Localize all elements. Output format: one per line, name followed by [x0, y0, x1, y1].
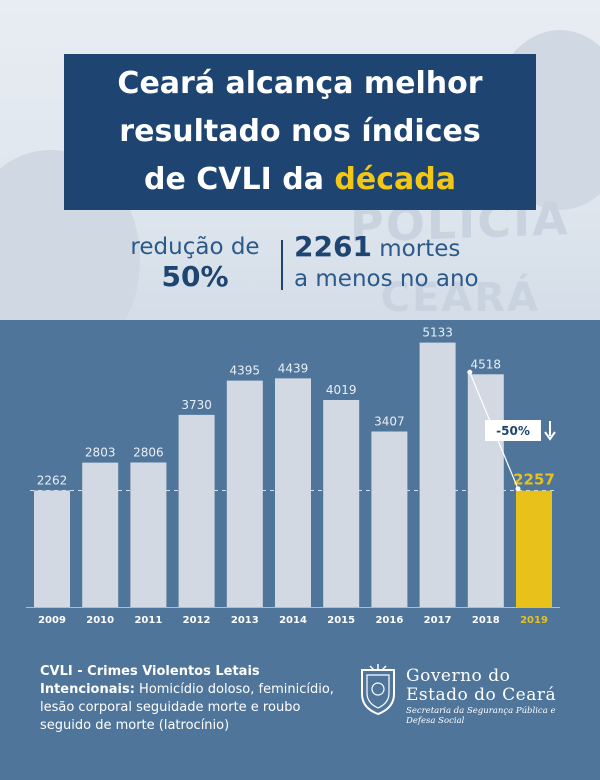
bar-2012: [178, 414, 215, 607]
bar-2011: [130, 462, 167, 607]
bar-value-label: 4518: [471, 357, 502, 371]
x-tick-label: 2016: [375, 615, 403, 626]
bar-value-label: 3407: [374, 415, 405, 429]
x-tick-label: 2010: [86, 615, 114, 626]
down-arrow-head-icon: [544, 431, 556, 441]
x-tick-label: 2018: [472, 615, 500, 626]
background-word-ceara: CEARÁ: [380, 275, 540, 320]
definition-body: Homicídio doloso, feminicídio, lesão cor…: [40, 682, 334, 733]
government-logo: Governo do Estado do Ceará Secretaria da…: [358, 664, 578, 726]
bar-2018: [467, 374, 504, 607]
title-line-3: de CVLI da década: [64, 158, 536, 202]
bar-2013: [226, 380, 263, 607]
bar-2017: [419, 342, 456, 607]
definition-title: CVLI - Crimes Violentos Letais Intencion…: [40, 664, 260, 697]
bar-2019: [516, 490, 552, 607]
x-tick-label: 2015: [327, 615, 355, 626]
reduction-label: redução de: [130, 234, 260, 260]
gov-line-1: Governo do: [406, 666, 511, 686]
x-tick-label: 2009: [38, 615, 66, 626]
title-accent-word: década: [334, 162, 456, 197]
bar-2009: [34, 490, 70, 607]
drop-start-dot: [467, 369, 473, 375]
annotation-label: -50%: [496, 424, 530, 438]
x-tick-label: 2017: [424, 615, 452, 626]
x-tick-label: 2012: [183, 615, 211, 626]
reduction-stat: redução de 50%: [110, 232, 280, 292]
bar-value-label: 4439: [278, 361, 309, 375]
drop-end-dot: [515, 486, 521, 492]
bar-2014: [275, 378, 311, 607]
bar-value-label: 4019: [326, 383, 357, 397]
deaths-value: 2261: [294, 230, 372, 263]
state-crest-icon: [361, 664, 395, 716]
header-background: POLÍCIA CEARÁ Ceará alcança melhor resul…: [0, 0, 600, 320]
deaths-stat: 2261 mortes a menos no ano: [294, 232, 514, 294]
title-line-1: Ceará alcança melhor: [117, 66, 483, 101]
x-tick-label: 2013: [231, 615, 259, 626]
bar-2015: [323, 399, 360, 607]
annotation-box: [485, 420, 541, 441]
gov-line-2: Estado do Ceará: [406, 685, 557, 705]
cvli-bar-chart: 2262 2009 2803 2010 2806 2011 3730 2012 4395 2013…: [0, 320, 600, 650]
chart-svg: 2262 2009 2803 2010 2806 2011 3730 2012 4395 2013…: [26, 326, 560, 626]
bar-value-label: 2257: [513, 471, 555, 489]
bar-value-label: 2806: [133, 445, 164, 459]
x-tick-label: 2014: [279, 615, 307, 626]
stat-divider: [281, 240, 283, 290]
bar-2016: [371, 431, 408, 607]
bar-value-label: 3730: [181, 398, 212, 412]
x-tick-label: 2019: [520, 615, 548, 626]
reduction-value: 50%: [161, 260, 229, 293]
bar-value-label: 5133: [422, 326, 453, 340]
cvli-definition: CVLI - Crimes Violentos Letais Intencion…: [40, 663, 340, 735]
x-tick-label: 2011: [134, 615, 162, 626]
bar-value-label: 2262: [37, 473, 68, 487]
bar-value-label: 4395: [230, 364, 261, 378]
bar-value-label: 2803: [85, 446, 116, 460]
bar-2010: [82, 462, 119, 607]
gov-line-3: Secretaria da Segurança Pública e Defesa…: [406, 706, 556, 726]
title-line-2: resultado nos índices: [119, 114, 481, 149]
deaths-label-2: a menos no ano: [294, 266, 479, 292]
deaths-label: mortes: [371, 236, 461, 262]
title-box: Ceará alcança melhor resultado nos índic…: [64, 54, 536, 210]
title-line-3-text: de CVLI da: [144, 162, 335, 197]
